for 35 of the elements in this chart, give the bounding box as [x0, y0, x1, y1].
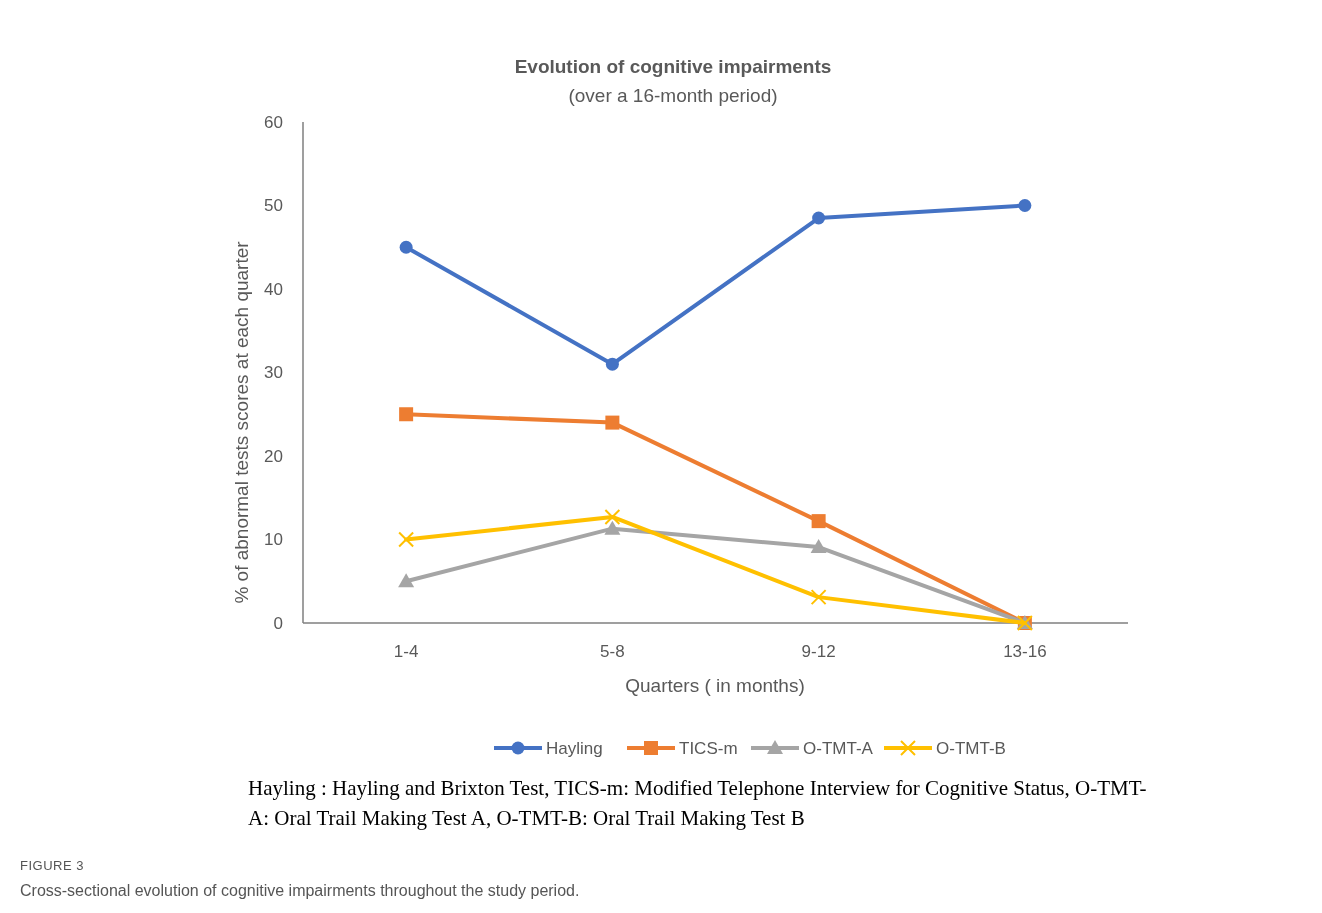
- point: [398, 573, 415, 588]
- chart-subtitle: (over a 16-month period): [568, 85, 778, 106]
- y-axis-title: % of abnormal tests scores at each quarter: [231, 240, 252, 604]
- text: Hayling : Hayling and Brixton Test, TICS-m: Modified Telephone Interview for Cognitive Status, O-TMT-A: Oral Trail Making Test A, O-TMT-B: Oral Trail Making Test B: [248, 775, 1148, 832]
- legend-label: TICS-m: [679, 738, 738, 758]
- legend-label: Hayling: [546, 738, 603, 758]
- point: [810, 539, 827, 554]
- x-tick-label: 5-8: [600, 642, 625, 661]
- x-axis-title: Quarters ( in months): [625, 675, 805, 696]
- point: [811, 514, 826, 529]
- point: [605, 415, 620, 430]
- caption: FIGURE 3: [20, 858, 84, 873]
- point: [605, 357, 619, 371]
- y-tick-label: 20: [264, 446, 283, 466]
- y-tick-label: 50: [264, 196, 283, 216]
- x-tick-label: 1-4: [393, 642, 419, 661]
- point: [604, 520, 621, 535]
- point: [810, 589, 827, 606]
- text: Cross-sectional evolution of cognitive impairments throughout the study period.: [20, 882, 580, 899]
- y-tick-label: 10: [264, 530, 283, 550]
- point: [604, 508, 621, 525]
- x-tick-label: 9-12: [801, 642, 836, 661]
- y-tick-label: 30: [264, 363, 283, 383]
- x-tick-label: 13-16: [1003, 642, 1047, 661]
- point: [1018, 199, 1032, 212]
- y-tick-label: 60: [264, 112, 283, 132]
- legend-label: O-TMT-A: [803, 738, 874, 758]
- chart-title: Evolution of cognitive impairments: [514, 56, 832, 77]
- point: [398, 531, 415, 548]
- point: [399, 407, 414, 422]
- point: [812, 211, 826, 225]
- point: [399, 240, 413, 254]
- y-tick-label: 0: [273, 613, 283, 633]
- y-tick-label: 40: [264, 279, 283, 299]
- legend-label: O-TMT-B: [936, 738, 1006, 758]
